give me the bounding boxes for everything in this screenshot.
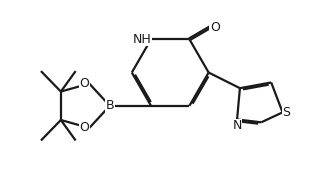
Text: O: O [210, 21, 220, 34]
Text: O: O [80, 122, 89, 134]
Text: N: N [232, 119, 242, 132]
Text: S: S [283, 106, 290, 119]
Text: O: O [80, 77, 89, 90]
Text: B: B [105, 99, 114, 112]
Text: NH: NH [132, 33, 151, 46]
